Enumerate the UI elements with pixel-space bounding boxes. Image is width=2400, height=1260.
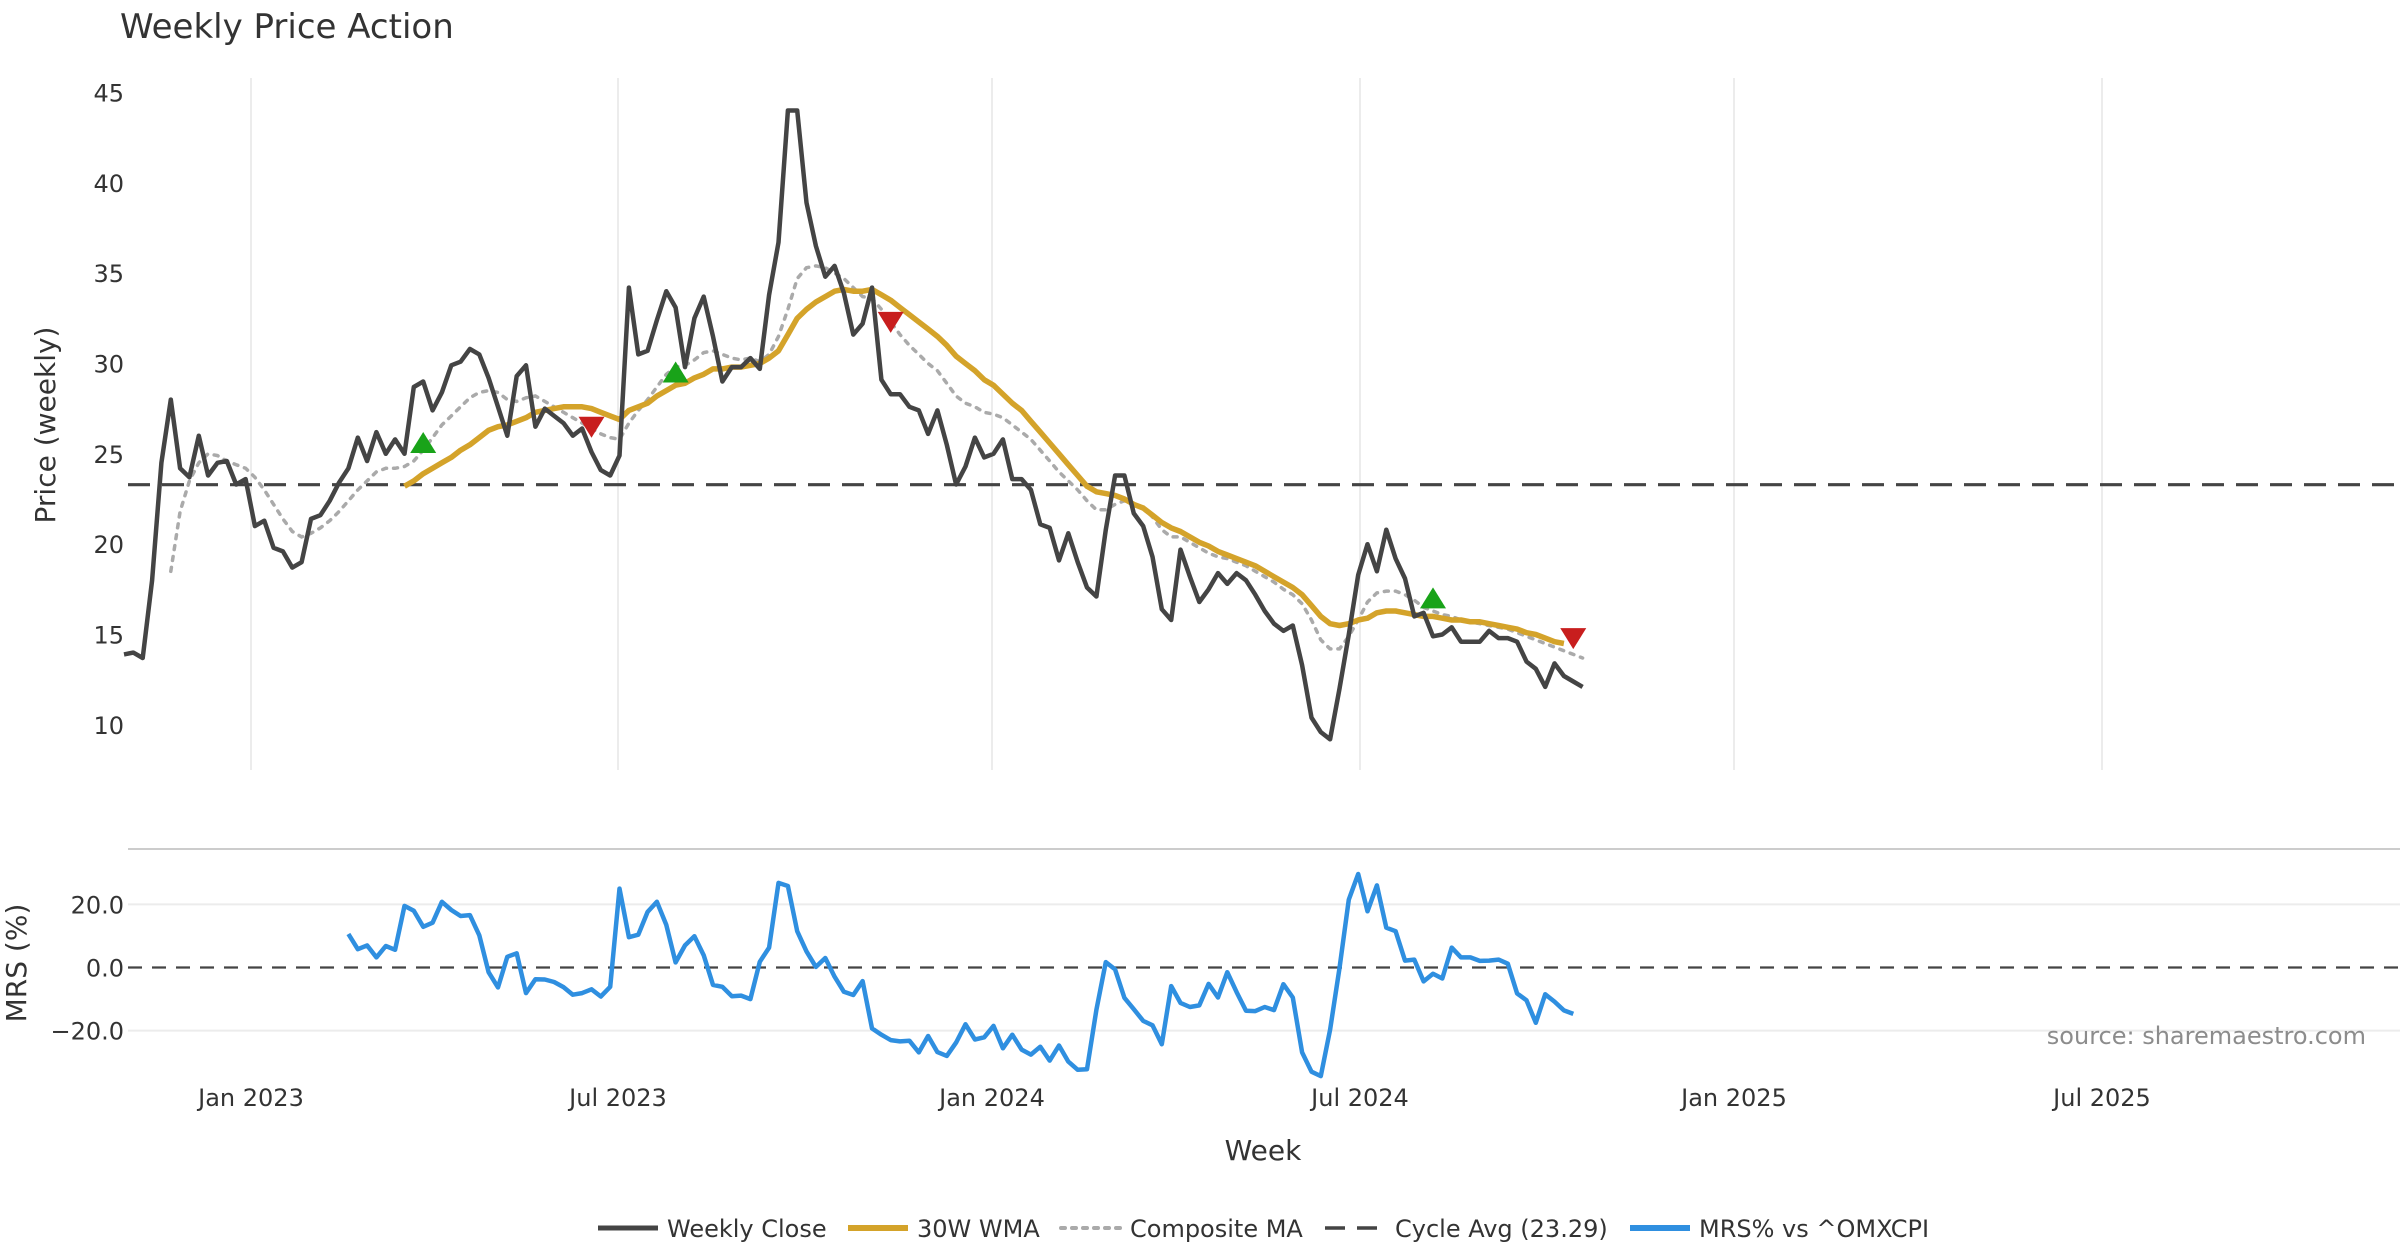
legend-label-composite-ma: Composite MA (1130, 1215, 1303, 1243)
price-y-tick-label: 40 (93, 170, 124, 198)
price-grid (250, 78, 2103, 770)
legend-label-cycle-avg: Cycle Avg (23.29) (1395, 1215, 1608, 1243)
wma-30w-line (403, 286, 1565, 647)
legend-item-cycle-avg: Cycle Avg (23.29) (1325, 1215, 1608, 1243)
price-y-tick-label: 15 (93, 621, 124, 649)
legend: Weekly Close 30W WMA Composite MA Cycle … (598, 1215, 1929, 1243)
x-tick-labels: Jan 2023 Jul 2023 Jan 2024 Jul 2024 Jan 2025… (196, 1084, 2151, 1112)
weekly-close-line (123, 108, 1584, 742)
x-axis-label: Week (1225, 1134, 1302, 1167)
price-y-tick-label: 10 (93, 712, 124, 740)
sell-signal-marker (1560, 628, 1587, 650)
sell-signal-marker (578, 416, 605, 438)
mrs-line (346, 871, 1575, 1079)
legend-item-weekly-close: Weekly Close (598, 1215, 827, 1243)
price-panel: 10 15 20 25 30 35 40 45 Price (weekly) (29, 78, 2400, 770)
price-y-tick-label: 45 (93, 79, 124, 107)
mrs-panel: −20.0 0.0 20.0 MRS (%) source: sharemaestr… (0, 871, 2400, 1079)
buy-signal-marker (410, 431, 437, 453)
price-y-tick-label: 25 (93, 441, 124, 469)
x-tick-label: Jan 2025 (1679, 1084, 1787, 1112)
legend-item-30w-wma: 30W WMA (848, 1215, 1040, 1243)
x-tick-label: Jan 2023 (196, 1084, 304, 1112)
x-tick-label: Jan 2024 (937, 1084, 1045, 1112)
signal-markers (410, 311, 1587, 650)
mrs-y-tick-label: 0.0 (86, 955, 124, 983)
mrs-y-axis-label: MRS (%) (0, 904, 33, 1023)
mrs-y-tick-label: 20.0 (71, 891, 124, 919)
x-tick-label: Jul 2023 (567, 1084, 667, 1112)
legend-item-composite-ma: Composite MA (1059, 1215, 1303, 1243)
x-tick-label: Jul 2024 (1309, 1084, 1409, 1112)
sell-signal-marker (877, 311, 904, 333)
legend-label-30w-wma: 30W WMA (917, 1215, 1040, 1243)
x-tick-label: Jul 2025 (2051, 1084, 2151, 1112)
price-y-tick-label: 20 (93, 531, 124, 559)
buy-signal-marker (662, 361, 689, 383)
mrs-y-tick-labels: −20.0 0.0 20.0 (50, 891, 124, 1045)
price-y-tick-labels: 10 15 20 25 30 35 40 45 (93, 79, 124, 739)
buy-signal-marker (1420, 587, 1446, 609)
legend-item-mrs: MRS% vs ^OMXCPI (1630, 1215, 1929, 1243)
legend-label-mrs: MRS% vs ^OMXCPI (1699, 1215, 1929, 1243)
source-text: source: sharemaestro.com (2047, 1022, 2366, 1050)
chart-title: Weekly Price Action (120, 7, 454, 47)
mrs-y-tick-label: −20.0 (50, 1018, 124, 1046)
price-y-axis-label: Price (weekly) (29, 327, 62, 524)
legend-label-weekly-close: Weekly Close (667, 1215, 827, 1243)
price-y-tick-label: 30 (93, 350, 124, 378)
mrs-grid (128, 903, 2400, 1032)
price-y-tick-label: 35 (93, 260, 124, 288)
